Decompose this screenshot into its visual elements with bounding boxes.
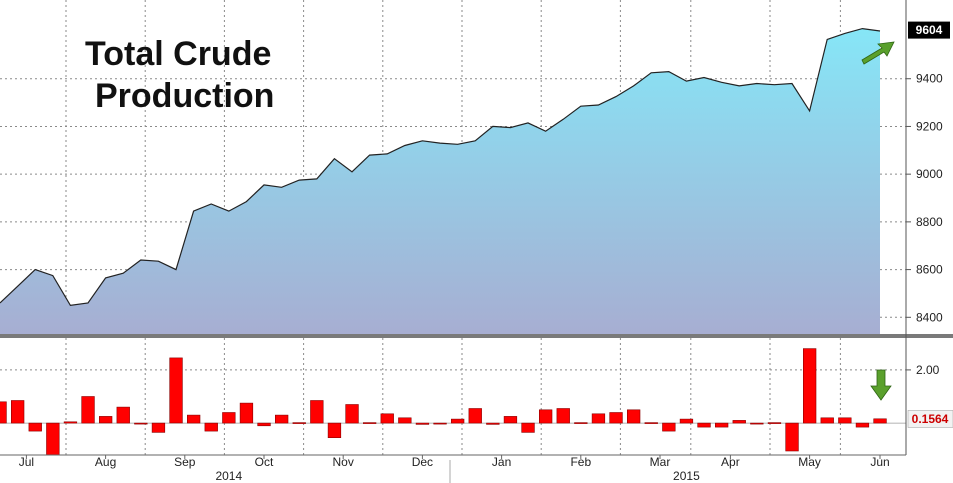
y-tick-label: 8800 [916, 215, 943, 229]
year-label: 2015 [673, 469, 700, 483]
change-bar [134, 422, 148, 425]
weekly-change-bars [0, 348, 887, 456]
change-bar [239, 402, 254, 424]
change-bar [151, 422, 166, 433]
change-bar [556, 408, 570, 424]
change-bar [187, 414, 201, 424]
change-bar [222, 412, 236, 424]
change-bar [433, 422, 447, 425]
x-tick-label: Apr [721, 455, 740, 469]
change-bar [99, 416, 113, 424]
change-bar [415, 422, 430, 425]
change-bar [521, 422, 535, 433]
change-bar [204, 422, 218, 432]
chart-title-line-1: Total Crude [85, 35, 271, 73]
chart-title-line-2: Production [95, 77, 274, 115]
x-tick-label: Jul [19, 455, 34, 469]
change-bar [274, 414, 289, 424]
change-bar [873, 418, 887, 424]
change-bar [46, 422, 60, 456]
change-bar [732, 420, 746, 424]
change-bar [574, 422, 588, 424]
x-tick-label: Mar [650, 455, 671, 469]
change-bar [591, 413, 606, 424]
x-tick-label: Nov [333, 455, 354, 469]
change-bar [838, 417, 852, 424]
y-tick-label: 9200 [916, 119, 943, 133]
svg-text:9604: 9604 [916, 23, 943, 37]
change-bar [362, 422, 377, 424]
panel-separator [0, 334, 953, 338]
bottom-y-axis-ticks: 2.00 [906, 363, 940, 377]
x-tick-label: Aug [95, 455, 116, 469]
change-bar [714, 422, 729, 428]
change-bar [11, 400, 25, 424]
change-bar [450, 418, 465, 424]
change-bar [486, 422, 500, 425]
change-bar [503, 416, 518, 424]
change-bar [380, 413, 394, 424]
x-tick-label: Dec [412, 455, 433, 469]
change-bar [785, 422, 799, 452]
change-bar [538, 409, 553, 424]
change-bar [169, 357, 183, 424]
x-tick-label: Jun [870, 455, 889, 469]
year-label: 2014 [215, 469, 242, 483]
top-y-axis-ticks: 8400 8600 8800 9000 9200 9400 [906, 72, 943, 324]
change-bar [679, 418, 694, 424]
x-tick-label: Feb [570, 455, 591, 469]
change-bar [345, 404, 359, 424]
change-bar [626, 409, 641, 424]
y-tick-label: 2.00 [916, 363, 940, 377]
change-bar [644, 422, 658, 424]
change-bar [468, 408, 482, 424]
green-arrow-up-right-icon [861, 41, 895, 65]
change-bar [81, 396, 95, 424]
change-bar [0, 401, 7, 424]
latest-value-callout-bottom: 0.1564 [907, 410, 953, 428]
x-tick-label: Sep [174, 455, 196, 469]
production-series-line [0, 27, 881, 307]
change-bar [257, 422, 271, 427]
change-bar [398, 417, 412, 424]
change-bar [63, 421, 78, 424]
change-bar [767, 422, 782, 424]
change-bar [310, 400, 324, 424]
y-tick-label: 9400 [916, 72, 943, 86]
change-bar [662, 422, 676, 432]
change-bar [28, 422, 42, 432]
x-axis-month-ticks: Jul Aug Sep Oct Nov Dec Jan Feb Mar Apr May Jun [19, 455, 890, 469]
x-tick-label: Oct [255, 455, 274, 469]
change-bar [802, 348, 817, 424]
change-bar [292, 422, 306, 424]
x-axis-year-labels: 2014 2015 [215, 469, 700, 483]
x-tick-label: May [798, 455, 821, 469]
change-bar [820, 417, 834, 424]
y-tick-label: 8600 [916, 263, 943, 277]
production-area-fill [0, 28, 880, 334]
green-arrow-down-icon [870, 369, 892, 401]
y-tick-label: 8400 [916, 310, 943, 324]
latest-value-callout-top: 9604 [908, 21, 950, 39]
change-bar [116, 406, 130, 424]
change-bar [855, 422, 870, 428]
svg-text:0.1564: 0.1564 [912, 412, 949, 426]
change-bar [327, 422, 342, 439]
change-bar [609, 412, 623, 424]
y-tick-label: 9000 [916, 167, 943, 181]
x-tick-label: Jan [492, 455, 511, 469]
change-bar [697, 422, 711, 428]
change-bar [750, 422, 764, 425]
